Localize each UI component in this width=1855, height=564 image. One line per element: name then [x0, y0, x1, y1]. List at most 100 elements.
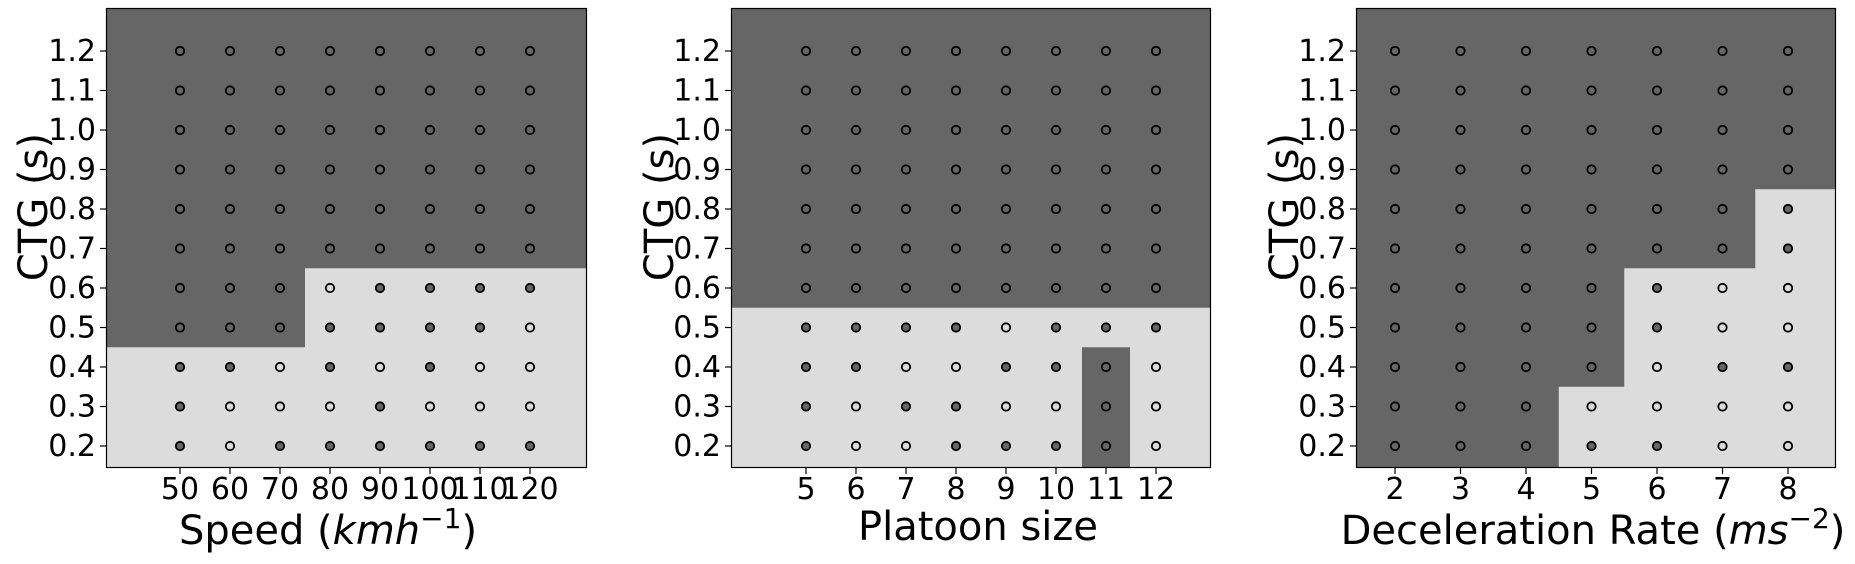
data-point	[800, 85, 812, 96]
panel-platoon-ylabel: CTG (s)	[637, 133, 683, 281]
data-point	[174, 401, 186, 412]
speed-ytick-label: 0.2	[48, 429, 96, 464]
data-point	[850, 164, 862, 175]
data-point	[1455, 85, 1466, 96]
deceleration-ytick-label: 0.9	[1298, 153, 1346, 188]
data-point	[1520, 203, 1532, 215]
platoon-ytick-label: 1.0	[673, 113, 721, 148]
data-point	[850, 85, 862, 96]
data-point	[1782, 361, 1794, 373]
speed-xtick-label: 80	[311, 472, 349, 507]
data-point	[1150, 361, 1162, 373]
data-point	[274, 124, 286, 136]
data-point	[474, 164, 486, 175]
data-point	[1100, 45, 1112, 57]
data-point	[1150, 203, 1162, 215]
data-point	[1389, 45, 1401, 57]
data-point	[1455, 203, 1466, 215]
data-point	[1651, 322, 1663, 333]
data-point	[1100, 322, 1112, 333]
speed-xtick-label: 60	[211, 472, 249, 507]
data-point	[1717, 164, 1728, 175]
data-point	[1651, 361, 1663, 373]
panel-platoon: 0.2 0.3 0.4 0.5 0.6 0.7 0.8 0.9 1.0 1.1 1.2 5 6 7 8 9 10…	[637, 7, 1212, 550]
data-point	[1586, 440, 1597, 452]
data-point	[1586, 45, 1597, 57]
data-point	[950, 203, 962, 215]
data-point	[1050, 124, 1062, 136]
platoon-xtick-label: 6	[846, 472, 865, 507]
data-point	[1782, 322, 1794, 333]
data-point	[224, 124, 236, 136]
data-point	[1389, 401, 1401, 412]
deceleration-xtick-label: 6	[1647, 472, 1666, 507]
data-point	[174, 45, 186, 57]
data-point	[900, 440, 912, 452]
data-point	[424, 440, 436, 452]
platoon-ytick-label: 0.5	[673, 311, 721, 346]
speed-ytick-label: 0.5	[48, 311, 96, 346]
data-point	[1389, 85, 1401, 96]
data-point	[1651, 203, 1663, 215]
data-point	[374, 203, 386, 215]
data-point	[1717, 282, 1728, 294]
speed-ytick-label: 1.0	[48, 113, 96, 148]
data-point	[1050, 164, 1062, 175]
deceleration-regions	[1356, 8, 1836, 468]
data-point	[324, 85, 336, 96]
data-point	[1782, 243, 1794, 254]
deceleration-ytick-label: 0.7	[1298, 232, 1346, 267]
data-point	[224, 322, 236, 333]
data-point	[324, 45, 336, 57]
data-point	[424, 282, 436, 294]
speed-xtick-label: 50	[161, 472, 199, 507]
data-point	[224, 401, 236, 412]
data-point	[850, 243, 862, 254]
data-point	[324, 401, 336, 412]
data-point	[224, 164, 236, 175]
data-point	[1782, 282, 1794, 294]
data-point	[1717, 361, 1728, 373]
panel-deceleration-xlabel: Deceleration Rate (ms−2)	[1341, 502, 1846, 554]
deceleration-ytick-label: 0.3	[1298, 390, 1346, 425]
data-point	[850, 322, 862, 333]
data-point	[474, 322, 486, 333]
data-point	[1100, 282, 1112, 294]
data-point	[1050, 322, 1062, 333]
data-point	[324, 282, 336, 294]
data-point	[524, 203, 536, 215]
deceleration-xtick-label: 4	[1516, 472, 1535, 507]
data-point	[374, 282, 386, 294]
data-point	[274, 45, 286, 57]
deceleration-frame	[1355, 7, 1837, 469]
data-point	[424, 322, 436, 333]
platoon-ytick-label: 0.8	[673, 192, 721, 227]
data-point	[1782, 85, 1794, 96]
data-point	[524, 164, 536, 175]
speed-points	[174, 45, 536, 452]
data-point	[1389, 124, 1401, 136]
data-point	[1000, 45, 1012, 57]
data-point	[1651, 85, 1663, 96]
deceleration-points	[1389, 45, 1794, 452]
data-point	[850, 45, 862, 57]
data-point	[1520, 243, 1532, 254]
speed-ytick-label: 0.4	[48, 350, 96, 385]
panel-platoon-plot: 0.2 0.3 0.4 0.5 0.6 0.7 0.8 0.9 1.0 1.1 1.2 5 6 7 8 9 10…	[673, 7, 1212, 507]
deceleration-xtick-label: 7	[1713, 472, 1732, 507]
data-point	[900, 282, 912, 294]
data-point	[1651, 243, 1663, 254]
data-point	[800, 282, 812, 294]
data-point	[1782, 45, 1794, 57]
data-point	[524, 282, 536, 294]
data-point	[1389, 282, 1401, 294]
speed-ytick-label: 1.1	[48, 74, 96, 109]
data-point	[1050, 401, 1062, 412]
data-point	[1000, 322, 1012, 333]
data-point	[424, 124, 436, 136]
data-point	[900, 322, 912, 333]
data-point	[1520, 440, 1532, 452]
speed-xtick-label: 90	[361, 472, 399, 507]
data-point	[1651, 124, 1663, 136]
